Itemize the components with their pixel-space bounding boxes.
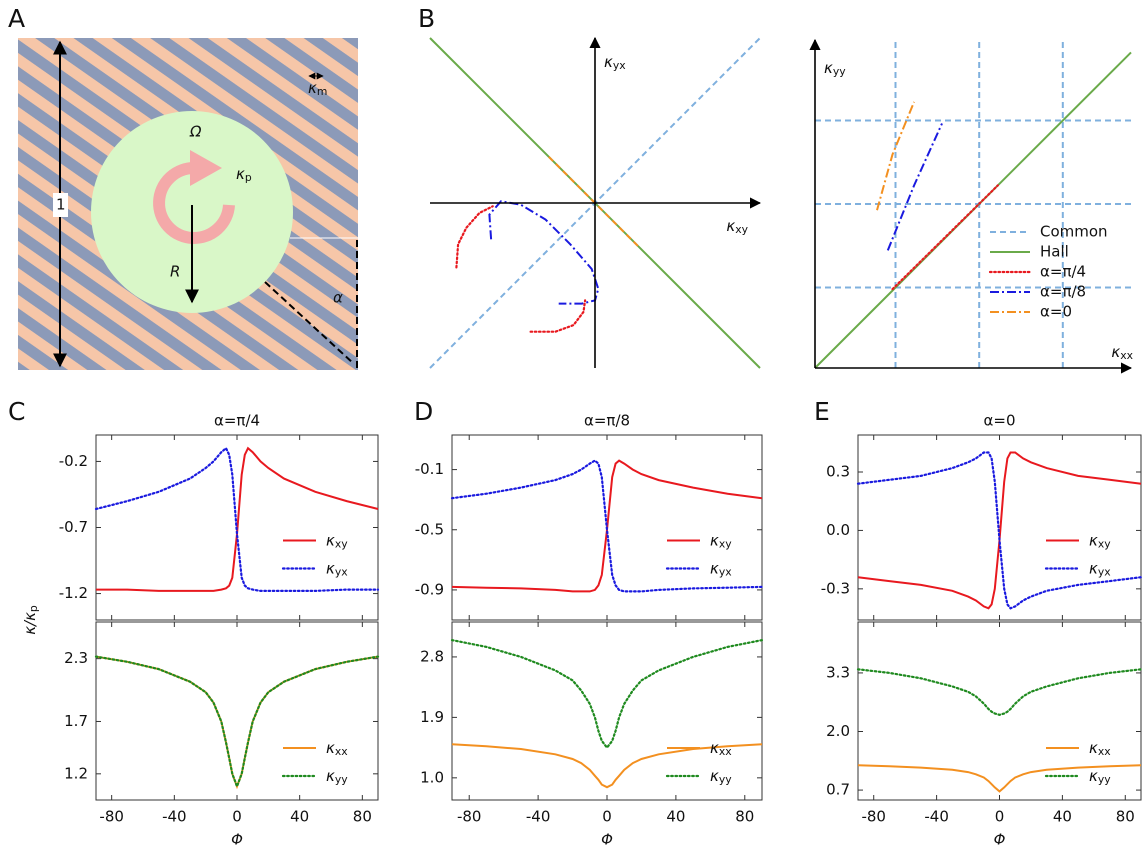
legend-label: κyx	[326, 559, 348, 578]
legend-label: Common	[1040, 223, 1108, 241]
x-tick-label: -80	[861, 808, 886, 826]
kappa-m-label: κm	[308, 79, 327, 98]
legend-label: κyx	[1089, 559, 1111, 578]
x-tick-label: 80	[735, 808, 754, 826]
curve	[876, 101, 916, 211]
x-axis-label: Φ	[601, 831, 613, 849]
legend-label: κyy	[1089, 767, 1111, 786]
panel-label: C	[8, 397, 25, 426]
panel-label: D	[414, 397, 433, 426]
y-axis-label: κyy	[824, 59, 846, 78]
legend-label: α=0	[1040, 303, 1072, 321]
rotation-arrow	[153, 161, 235, 244]
x-tick-label: 40	[1053, 808, 1072, 826]
subplot-title: α=π/4	[214, 412, 260, 430]
label-backdrop	[53, 193, 68, 217]
line	[95, 655, 379, 790]
line	[856, 668, 1142, 716]
x-axis-label: Φ	[994, 831, 1006, 849]
x-tick-label: 0	[232, 808, 242, 826]
angle-line	[264, 281, 355, 365]
y-tick-label: 0.0	[826, 521, 850, 539]
legend-label: κxy	[326, 531, 348, 550]
radius-label: R	[170, 263, 180, 281]
curve	[455, 205, 587, 333]
y-tick-label: -0.9	[415, 580, 444, 598]
omega-label: Ω	[189, 123, 202, 141]
legend-label: α=π/4	[1040, 263, 1086, 281]
x-axis-label: κxy	[726, 217, 748, 236]
y-axis-label: κyx	[604, 53, 626, 72]
legend-label: κxx	[710, 739, 732, 758]
subplot-title: α=0	[984, 412, 1016, 430]
plot-frame	[857, 434, 1142, 621]
panel-label: E	[814, 397, 830, 426]
legend-label: Hall	[1040, 243, 1069, 261]
panel-label: B	[418, 4, 435, 33]
x-tick-label: 40	[290, 808, 309, 826]
x-tick-label: -40	[526, 808, 551, 826]
y-tick-label: -0.5	[415, 520, 444, 538]
kappa-p-label: κp	[236, 165, 252, 184]
x-tick-label: 0	[602, 808, 612, 826]
legend-label: κxy	[1089, 531, 1111, 550]
x-tick-label: 40	[666, 808, 685, 826]
legend-label: κxx	[1089, 739, 1111, 758]
x-tick-label: -80	[99, 808, 124, 826]
subplot-title: α=π/8	[584, 412, 630, 430]
x-tick-label: 0	[995, 808, 1005, 826]
x-tick-label: 80	[1116, 808, 1135, 826]
legend-label: κxy	[710, 531, 732, 550]
curve	[815, 40, 1131, 368]
legend-label: κyy	[326, 767, 348, 786]
angle-label: α	[333, 289, 343, 307]
legend-label: α=π/8	[1040, 283, 1086, 301]
curve	[886, 123, 943, 251]
diagram: Ω κp R 1 α κm	[18, 38, 358, 370]
y-tick-label: 1.0	[420, 768, 444, 786]
y-tick-label: -1.2	[59, 584, 88, 602]
panel-label: A	[8, 4, 25, 33]
line	[451, 743, 763, 789]
y-tick-label: 3.3	[826, 663, 850, 681]
side-label: 1	[56, 196, 66, 214]
y-tick-label: 1.9	[420, 708, 444, 726]
y-tick-label: 0.3	[826, 463, 850, 481]
y-tick-label: -0.2	[59, 452, 88, 470]
legend-label: κxx	[326, 739, 348, 758]
y-tick-label: 2.3	[64, 649, 88, 667]
x-tick-label: -40	[162, 808, 187, 826]
y-tick-label: 2.8	[420, 647, 444, 665]
y-axis-label: κ/κp	[21, 605, 40, 635]
x-axis-label: κxx	[1111, 343, 1133, 362]
x-tick-label: -80	[457, 808, 482, 826]
y-tick-label: 1.7	[64, 712, 88, 730]
x-axis-label: Φ	[231, 831, 243, 849]
legend-label: κyx	[710, 559, 732, 578]
line	[94, 655, 380, 790]
rotation-arrowhead	[190, 150, 222, 186]
y-tick-label: 0.7	[826, 781, 850, 799]
y-tick-label: -0.3	[821, 579, 850, 597]
line	[94, 446, 380, 592]
line	[857, 764, 1142, 793]
y-tick-label: 2.0	[826, 722, 850, 740]
line	[450, 639, 764, 750]
x-tick-label: 80	[353, 808, 372, 826]
y-tick-label: 1.2	[64, 764, 88, 782]
curve	[488, 200, 600, 305]
y-tick-label: -0.7	[59, 518, 88, 536]
curve	[891, 184, 999, 291]
line	[856, 451, 1142, 610]
legend-label: κyy	[710, 767, 732, 786]
line	[450, 459, 764, 593]
x-tick-label: -40	[924, 808, 949, 826]
y-tick-label: -0.1	[415, 460, 444, 478]
